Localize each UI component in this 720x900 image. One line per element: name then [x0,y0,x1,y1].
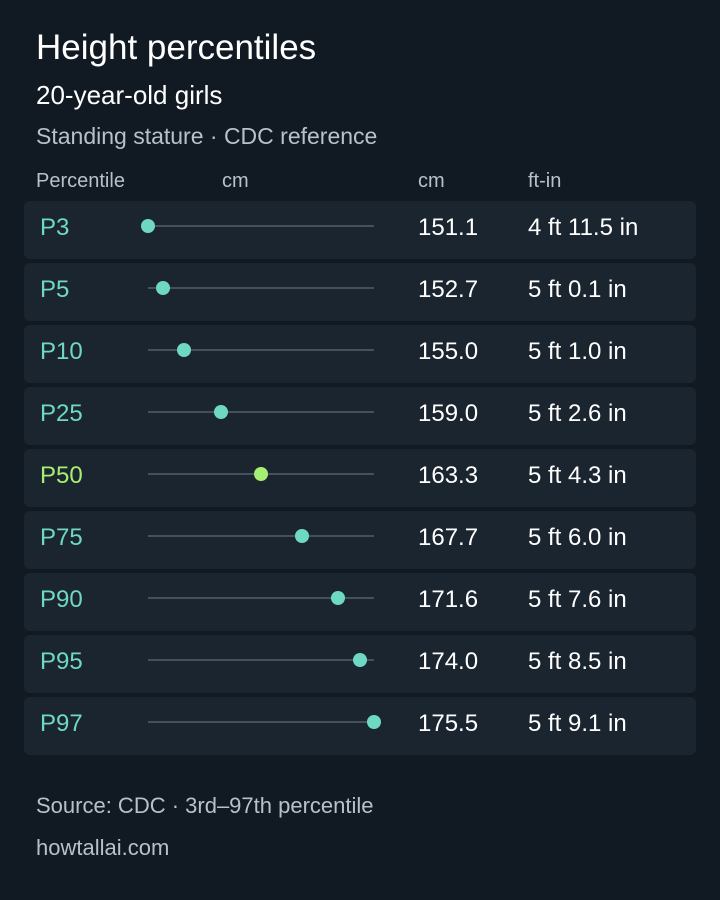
ftin-value: 5 ft 2.6 in [528,400,627,427]
table-row: P90 171.6 5 ft 7.6 in [24,573,696,631]
height-point [141,219,155,233]
scale-track [141,219,374,233]
height-point [353,653,368,667]
scale-track [148,653,374,667]
percentile-label: P75 [40,524,83,551]
ftin-value: 5 ft 1.0 in [528,338,627,365]
cm-value: 151.1 [418,214,479,241]
percentile-label: P10 [40,338,83,365]
table-row: P95 174.0 5 ft 8.5 in [24,635,696,693]
percentile-label: P95 [40,648,83,675]
page-caption: Standing stature · CDC reference [36,123,378,149]
table-row: P3 151.1 4 ft 11.5 in [24,201,696,259]
page-title: Height percentiles [36,28,317,67]
cm-value: 163.3 [418,462,479,489]
cm-value: 175.5 [418,710,479,737]
height-point [330,591,345,605]
column-header-percentile: Percentile [36,170,125,192]
column-header-scale: cm [222,170,249,192]
source-note: Source: CDC · 3rd–97th percentile [36,793,374,818]
scale-track [148,467,374,481]
scale-track [148,591,374,605]
height-point [254,467,268,481]
column-header-cm: cm [418,170,445,192]
table-row: P75 167.7 5 ft 6.0 in [24,511,696,569]
scale-track [148,405,374,419]
table-row: P97 175.5 5 ft 9.1 in [24,697,696,755]
column-header-ftin: ft-in [528,170,562,192]
percentile-label: P97 [40,710,83,737]
scale-track [148,529,374,543]
percentile-label: P50 [40,462,83,489]
percentile-rows: P3 151.1 4 ft 11.5 in P5 152.7 5 ft 0.1 in P10… [24,201,696,759]
cm-value: 155.0 [418,338,479,365]
table-row: P25 159.0 5 ft 2.6 in [24,387,696,445]
cm-value: 174.0 [418,648,479,675]
scale-track [148,715,381,729]
table-row: P50 163.3 5 ft 4.3 in [24,449,696,507]
height-point [155,281,170,295]
ftin-value: 5 ft 7.6 in [528,586,627,613]
table-row: P5 152.7 5 ft 0.1 in [24,263,696,321]
scale-track [148,343,374,357]
ftin-value: 5 ft 4.3 in [528,462,627,489]
cm-value: 167.7 [418,524,479,551]
table-row: P10 155.0 5 ft 1.0 in [24,325,696,383]
site-link[interactable]: howtallai.com [36,835,170,860]
percentile-label: P3 [40,214,70,241]
percentile-label: P25 [40,400,83,427]
cm-value: 152.7 [418,276,479,303]
ftin-value: 5 ft 6.0 in [528,524,627,551]
ftin-value: 5 ft 0.1 in [528,276,627,303]
ftin-value: 4 ft 11.5 in [528,214,639,241]
cm-value: 171.6 [418,586,479,613]
scale-track [148,281,374,295]
ftin-value: 5 ft 9.1 in [528,710,627,737]
height-point [177,343,192,357]
height-point [367,715,381,729]
ftin-value: 5 ft 8.5 in [528,648,627,675]
percentile-label: P90 [40,586,83,613]
height-point [294,529,309,543]
page-subtitle: 20-year-old girls [36,80,223,110]
height-point [214,405,229,419]
cm-value: 159.0 [418,400,479,427]
percentile-label: P5 [40,276,70,303]
